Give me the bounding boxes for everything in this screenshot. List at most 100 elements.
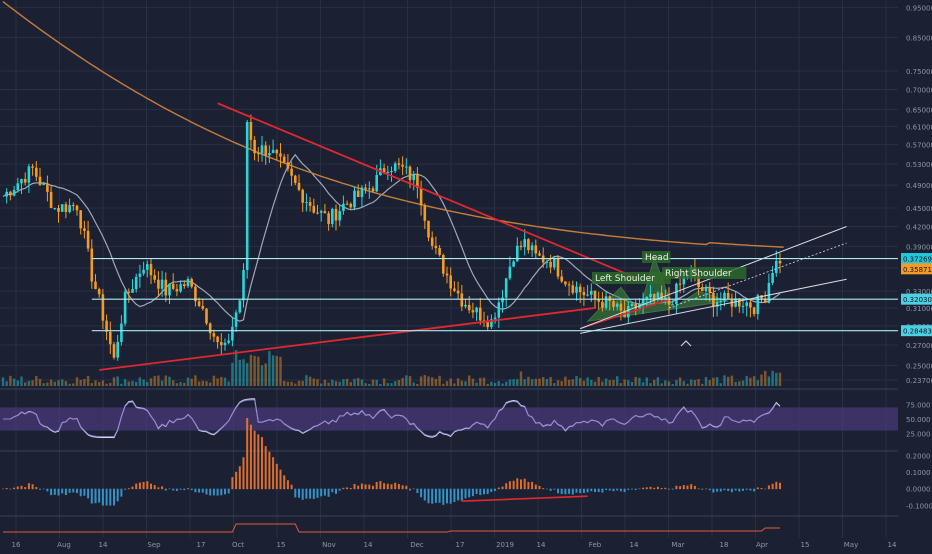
volume-bar xyxy=(567,379,571,386)
candle-body xyxy=(257,153,260,155)
volume-bar xyxy=(345,378,349,386)
price-badge-label: 0.35871 xyxy=(903,266,932,274)
macd-histogram-bar xyxy=(390,484,393,490)
volume-bar xyxy=(505,381,508,386)
macd-histogram-bar xyxy=(20,485,23,490)
candle-body xyxy=(408,166,412,181)
macd-histogram-bar xyxy=(368,484,371,490)
candle-body xyxy=(168,283,171,296)
macd-histogram-bar xyxy=(90,488,93,504)
candle-body xyxy=(112,344,116,358)
candle-body xyxy=(208,323,212,334)
candle-body xyxy=(290,168,293,176)
macd-histogram-bar xyxy=(475,488,478,495)
volume-bar xyxy=(697,379,700,386)
volume-bar xyxy=(64,381,68,386)
volume-bar xyxy=(209,382,212,386)
macd-histogram-bar xyxy=(494,488,497,492)
macd-histogram-bar xyxy=(645,487,648,490)
macd-histogram-bar xyxy=(109,488,112,506)
candle-body xyxy=(42,183,45,186)
macd-histogram-bar xyxy=(557,488,559,494)
volume-bar xyxy=(90,383,93,386)
volume-bar xyxy=(597,376,600,386)
volume-bar xyxy=(419,376,423,386)
macd-histogram-bar xyxy=(686,485,689,490)
candle-body xyxy=(216,336,219,343)
volume-bar xyxy=(604,378,608,386)
volume-bar xyxy=(312,378,315,386)
volume-bar xyxy=(704,376,708,386)
volume-bar xyxy=(205,381,208,386)
candle-body xyxy=(708,287,711,293)
volume-bar xyxy=(645,377,648,386)
candle-body xyxy=(183,284,186,287)
volume-bar xyxy=(31,380,34,386)
macd-histogram-bar xyxy=(312,488,315,499)
candle-body xyxy=(504,278,508,298)
volume-bar xyxy=(323,379,327,386)
macd-histogram-bar xyxy=(434,488,437,503)
candle-body xyxy=(268,153,271,156)
candle-body xyxy=(656,292,660,299)
time-tick-label: 14 xyxy=(537,541,546,549)
annotations: Left Shoulder Head Right Shoulder xyxy=(592,251,747,284)
candle-body xyxy=(627,305,630,318)
volume-bar xyxy=(745,375,748,386)
volume-bar xyxy=(290,381,293,386)
time-tick-label: 15 xyxy=(801,541,810,549)
volume-bar xyxy=(490,381,493,386)
macd-histogram-bar xyxy=(579,488,582,494)
macd-histogram-bar xyxy=(320,488,323,497)
macd-histogram-bar xyxy=(719,488,722,492)
macd-histogram-bar xyxy=(730,488,733,493)
macd-histogram-bar xyxy=(335,488,337,494)
candle-body xyxy=(634,303,637,309)
volume-bar xyxy=(749,377,752,386)
volume-bar xyxy=(438,375,441,386)
volume-bar xyxy=(612,379,615,386)
volume-bar xyxy=(138,377,142,386)
volume-bar xyxy=(638,377,641,386)
macd-histogram-bar xyxy=(346,487,349,490)
rsi-tick-label: 50.000 xyxy=(906,416,931,424)
bottom-pane xyxy=(0,515,898,533)
volume-bar xyxy=(634,376,637,386)
volume-bar xyxy=(246,363,249,386)
candle-body xyxy=(442,255,445,274)
candle-body xyxy=(360,187,364,198)
time-tick-label: 16 xyxy=(12,541,21,549)
volume-bar xyxy=(712,377,715,386)
volume-bar xyxy=(135,381,138,386)
volume-bar xyxy=(183,382,186,386)
macd-histogram-bar xyxy=(545,488,548,490)
macd-histogram-bar xyxy=(249,424,252,490)
candle-body xyxy=(767,282,771,303)
volume-bar xyxy=(760,374,763,386)
macd-tick-label: -0.1000 xyxy=(906,502,932,510)
volume-bar xyxy=(630,381,634,386)
rsi-band xyxy=(0,407,898,431)
candle-body xyxy=(501,297,504,303)
macd-histogram-bar xyxy=(35,486,38,490)
volume-bar xyxy=(656,377,660,386)
candle-body xyxy=(60,204,64,212)
candle-body xyxy=(312,205,316,213)
macd-histogram-bar xyxy=(301,488,304,500)
macd-histogram-bar xyxy=(316,488,319,498)
volume-bar xyxy=(101,380,105,386)
macd-histogram-bar xyxy=(298,488,300,498)
volume-bar xyxy=(94,380,97,386)
candle-body xyxy=(738,298,741,307)
volume-bar xyxy=(471,378,475,386)
macd-histogram-bar xyxy=(734,488,737,491)
candle-body xyxy=(419,187,423,206)
macd-histogram-bar xyxy=(9,488,12,490)
candle-body xyxy=(53,208,57,210)
macd-histogram-bar xyxy=(668,488,670,490)
macd-histogram-bar xyxy=(146,481,149,490)
